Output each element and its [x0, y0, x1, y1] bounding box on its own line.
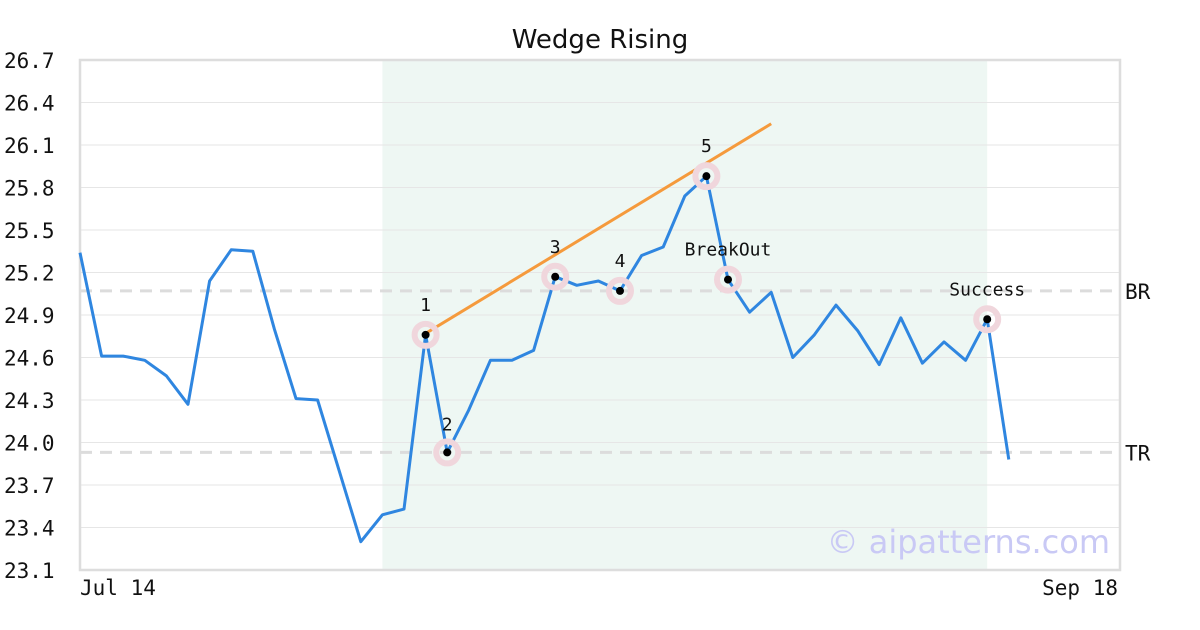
- y-axis-ticks: 23.1 23.4 23.7 24.0 24.3 24.6 24.9 25.2 25.5 25.8…: [4, 49, 55, 583]
- level-label: BR: [1125, 280, 1151, 304]
- plot-frame: [78, 58, 1122, 572]
- point-label: 5: [701, 136, 712, 157]
- x-axis-ticks: Jul 14 Sep 18: [80, 576, 1118, 600]
- point-label: BreakOut: [685, 240, 772, 261]
- point-halo: [606, 276, 634, 305]
- point-marker: [551, 272, 560, 281]
- y-tick-label: 24.3: [4, 389, 55, 413]
- y-tick-label: 23.1: [4, 559, 55, 583]
- point-label: 4: [615, 251, 626, 272]
- y-tick-label: 26.1: [4, 134, 55, 158]
- y-tick-label: 26.4: [4, 92, 55, 116]
- point-halo: [433, 438, 462, 467]
- y-tick-label: 24.0: [4, 432, 55, 456]
- chart-title: Wedge Rising: [512, 25, 689, 55]
- y-tick-label: 23.4: [4, 517, 55, 541]
- x-tick-label: Jul 14: [80, 576, 156, 600]
- point-marker: [724, 275, 732, 284]
- point-label: 3: [550, 237, 561, 258]
- point-marker: [443, 448, 452, 457]
- point-label: 1: [420, 295, 431, 316]
- point-halo: [714, 265, 742, 294]
- x-tick-label: Sep 18: [1042, 576, 1118, 600]
- y-tick-label: 25.5: [4, 219, 55, 243]
- point-marker: [421, 330, 430, 339]
- point-halo: [411, 320, 440, 349]
- point-label: Success: [949, 279, 1025, 300]
- point-label: 2: [442, 414, 453, 435]
- pattern-points: 1 2 3 4 5 BreakOut Success: [411, 136, 1025, 467]
- y-tick-label: 25.8: [4, 177, 55, 201]
- watermark: © aipatterns.com: [827, 523, 1110, 561]
- point-halo: [692, 162, 721, 191]
- price-series-line: [78, 174, 1011, 544]
- point-halo: [973, 305, 1002, 334]
- point-marker: [983, 315, 992, 324]
- y-tick-label: 23.7: [4, 474, 55, 498]
- y-tick-label: 26.7: [4, 49, 55, 73]
- point-marker: [616, 286, 624, 295]
- levels: BR TR: [80, 280, 1151, 465]
- y-tick-label: 24.9: [4, 304, 55, 328]
- y-tick-label: 25.2: [4, 262, 55, 286]
- y-tick-label: 24.6: [4, 347, 55, 371]
- level-label: TR: [1125, 441, 1151, 465]
- point-halo: [541, 262, 570, 291]
- wedge-trend-line: [424, 122, 772, 335]
- point-marker: [702, 172, 711, 181]
